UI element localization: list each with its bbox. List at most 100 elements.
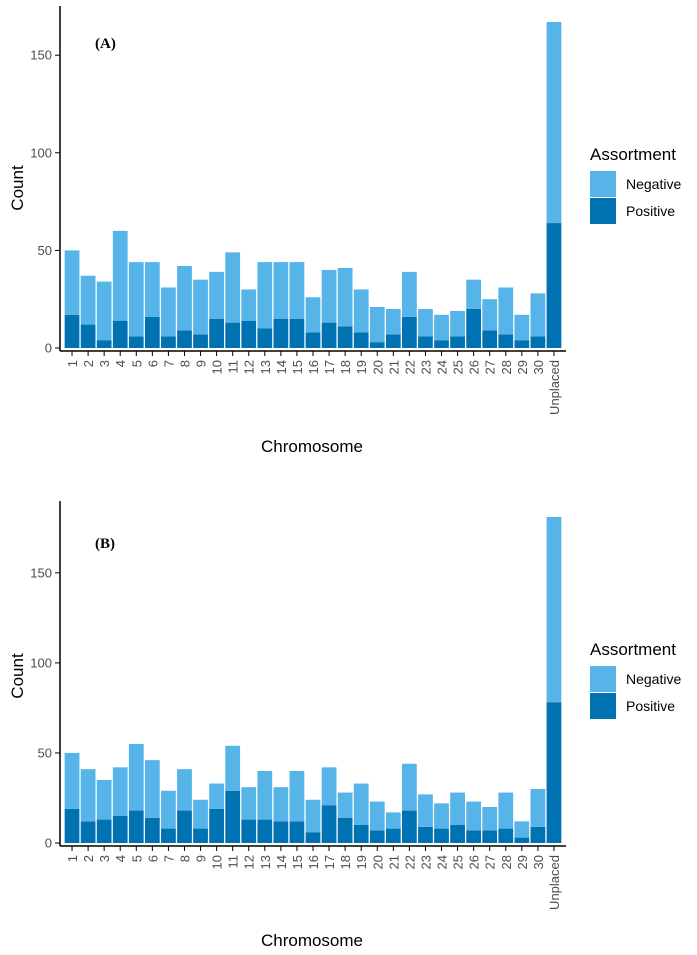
x-tick-label: 22 xyxy=(402,360,417,374)
bar-group xyxy=(64,517,562,843)
bar-negative xyxy=(482,806,498,831)
bar-positive xyxy=(434,828,449,843)
bar-negative xyxy=(434,803,449,829)
x-tick-label: 28 xyxy=(499,360,514,374)
bar-positive xyxy=(369,342,385,348)
bar-negative xyxy=(112,230,128,321)
x-tick-label: Unplaced xyxy=(547,360,562,415)
bar-positive xyxy=(385,334,401,348)
y-axis-ticks: 0 50 100 150 xyxy=(30,565,60,851)
x-tick-label: 16 xyxy=(306,855,321,869)
legend-swatch-negative xyxy=(590,171,616,197)
bar-negative xyxy=(530,293,546,337)
bar-group xyxy=(64,22,562,348)
bar-negative xyxy=(96,281,112,341)
x-tick-label: 7 xyxy=(161,855,176,862)
bar-negative xyxy=(225,252,241,323)
x-axis-title: Chromosome xyxy=(261,437,363,456)
x-tick-label: 25 xyxy=(451,855,466,869)
bar-positive xyxy=(257,819,273,843)
bar-positive xyxy=(144,316,160,348)
x-tick-label: 21 xyxy=(386,360,401,374)
x-tick-label: 19 xyxy=(354,360,369,374)
x-tick-label: 16 xyxy=(306,360,321,374)
bar-positive xyxy=(546,702,562,843)
bar-negative xyxy=(305,799,321,833)
bar-negative xyxy=(193,799,208,829)
bar-positive xyxy=(209,318,225,348)
x-tick-label: 10 xyxy=(210,360,225,374)
bar-positive xyxy=(177,330,192,348)
x-tick-label: 7 xyxy=(161,360,176,367)
y-axis-title: Count xyxy=(8,653,27,699)
bar-negative xyxy=(273,262,289,319)
x-tick-label: 30 xyxy=(531,360,546,374)
bar-negative xyxy=(273,787,289,822)
bar-positive xyxy=(273,821,289,843)
panel-label: (B) xyxy=(95,536,115,552)
bar-positive xyxy=(161,336,176,348)
x-tick-label: 13 xyxy=(258,855,273,869)
x-tick-label: 5 xyxy=(129,360,144,367)
bar-negative xyxy=(257,770,273,820)
bar-negative xyxy=(289,262,305,319)
bar-negative xyxy=(305,297,321,333)
bar-negative xyxy=(209,783,225,809)
bar-negative xyxy=(498,792,514,829)
bar-positive xyxy=(305,832,321,843)
bar-negative xyxy=(112,767,128,816)
x-axis-ticks: 1 2 3 4 5 6 7 8 9 10 11 12 13 14 15 16 17 18 19 20 21 22 23 24 2… xyxy=(65,351,562,415)
bar-negative xyxy=(193,279,208,335)
bar-positive xyxy=(64,808,80,843)
bar-positive xyxy=(482,330,498,348)
bar-positive xyxy=(418,826,433,843)
y-tick-label: 50 xyxy=(38,745,52,760)
bar-negative xyxy=(128,743,144,811)
x-tick-label: 20 xyxy=(370,855,385,869)
bar-positive xyxy=(289,821,305,843)
x-tick-label: 23 xyxy=(418,855,433,869)
y-tick-label: 100 xyxy=(30,655,52,670)
bar-negative xyxy=(434,314,449,341)
bar-negative xyxy=(209,271,225,319)
x-tick-label: 2 xyxy=(81,855,96,862)
bar-positive xyxy=(96,819,112,843)
x-tick-label: 3 xyxy=(97,360,112,367)
legend-swatch-positive xyxy=(590,693,616,719)
x-tick-label: 30 xyxy=(531,855,546,869)
legend-swatch-positive xyxy=(590,198,616,224)
bar-negative xyxy=(514,314,530,341)
x-tick-label: 9 xyxy=(194,360,209,367)
bar-positive xyxy=(193,828,208,843)
legend-label-negative: Negative xyxy=(626,671,681,687)
bar-positive xyxy=(466,830,482,843)
bar-positive xyxy=(514,340,530,348)
bar-positive xyxy=(466,308,482,348)
bar-positive xyxy=(128,336,144,348)
x-tick-label: 15 xyxy=(290,360,305,374)
x-tick-label: 4 xyxy=(113,360,128,367)
x-tick-label: 11 xyxy=(226,360,241,374)
bar-negative xyxy=(546,22,562,224)
x-tick-label: 10 xyxy=(210,855,225,869)
bar-positive xyxy=(193,334,208,348)
bar-positive xyxy=(241,819,257,843)
y-tick-label: 50 xyxy=(38,243,52,258)
bar-negative xyxy=(289,770,305,822)
bar-positive xyxy=(530,826,546,843)
bar-positive xyxy=(177,810,192,843)
x-axis-title: Chromosome xyxy=(261,931,363,950)
bar-positive xyxy=(112,815,128,843)
bar-negative xyxy=(546,517,562,703)
y-tick-label: 0 xyxy=(45,341,52,356)
x-tick-label: 27 xyxy=(483,855,498,869)
x-tick-label: 23 xyxy=(418,360,433,374)
bar-negative xyxy=(321,269,337,323)
bar-positive xyxy=(96,340,112,348)
legend: Assortment Negative Positive xyxy=(590,640,681,719)
y-tick-label: 150 xyxy=(30,565,52,580)
bar-negative xyxy=(64,752,80,809)
bar-positive xyxy=(337,817,353,843)
